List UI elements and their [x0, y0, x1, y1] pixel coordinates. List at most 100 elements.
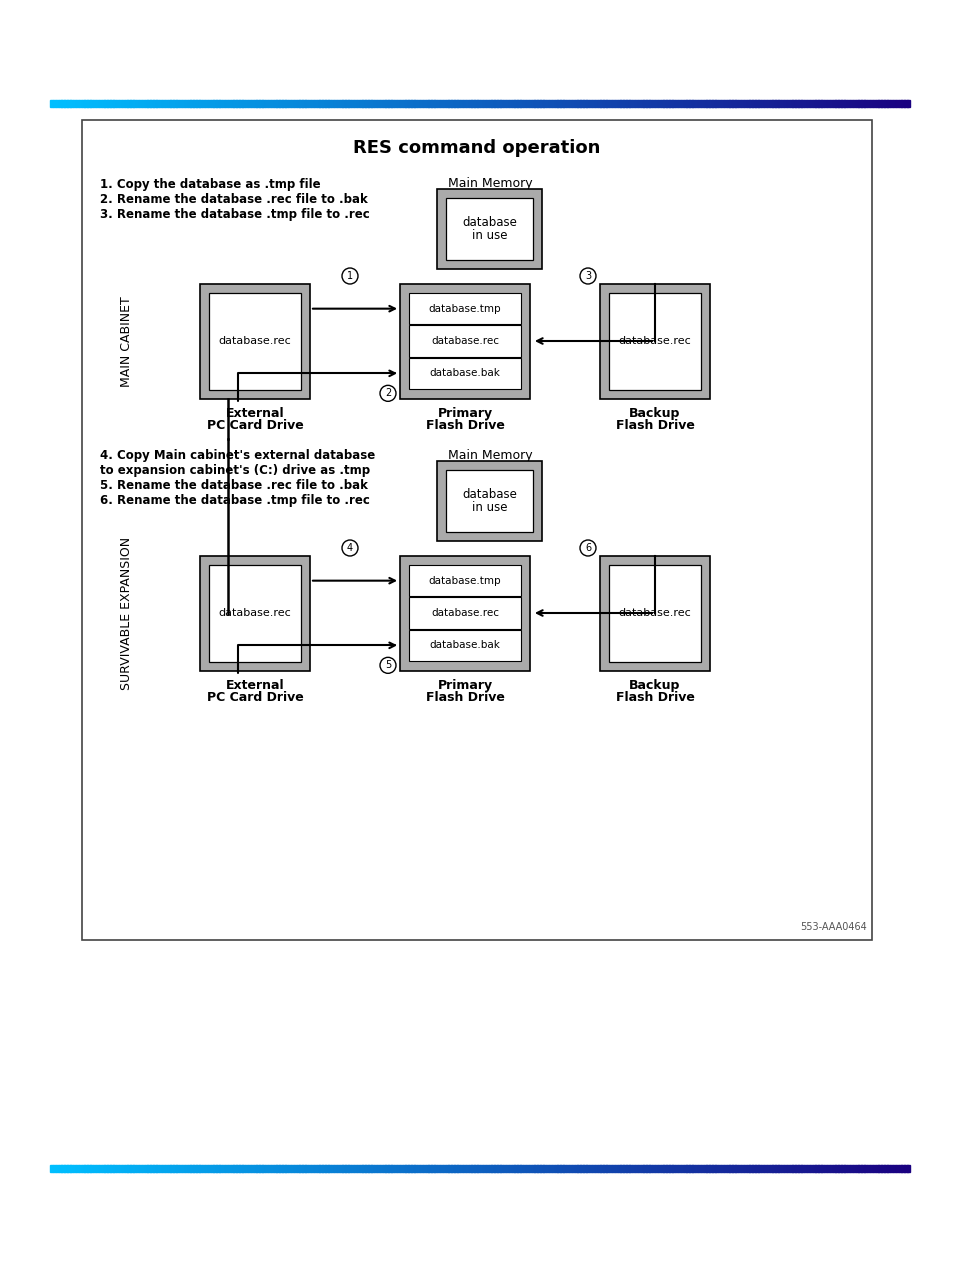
- Bar: [322, 100, 325, 107]
- Bar: [861, 100, 863, 107]
- Bar: [351, 100, 354, 107]
- Bar: [818, 1165, 821, 1172]
- Bar: [772, 1165, 775, 1172]
- Bar: [111, 100, 113, 107]
- Bar: [637, 100, 640, 107]
- Bar: [789, 100, 792, 107]
- Bar: [188, 100, 191, 107]
- Bar: [628, 100, 632, 107]
- Bar: [67, 100, 71, 107]
- Bar: [803, 1165, 806, 1172]
- Text: Primary: Primary: [437, 679, 492, 692]
- Bar: [213, 100, 216, 107]
- Bar: [855, 100, 858, 107]
- Bar: [191, 100, 193, 107]
- Bar: [841, 100, 843, 107]
- Bar: [766, 100, 769, 107]
- Bar: [881, 100, 883, 107]
- Bar: [228, 100, 231, 107]
- Text: MAIN CABINET: MAIN CABINET: [120, 296, 133, 387]
- Bar: [385, 100, 389, 107]
- Bar: [368, 1165, 371, 1172]
- Bar: [743, 1165, 746, 1172]
- Bar: [858, 1165, 861, 1172]
- Bar: [539, 1165, 543, 1172]
- Bar: [502, 1165, 506, 1172]
- Bar: [125, 100, 128, 107]
- Bar: [718, 100, 720, 107]
- Text: Flash Drive: Flash Drive: [425, 418, 504, 432]
- Bar: [171, 1165, 173, 1172]
- Bar: [145, 1165, 148, 1172]
- Bar: [422, 1165, 426, 1172]
- Bar: [752, 100, 755, 107]
- Bar: [185, 100, 188, 107]
- Bar: [211, 100, 213, 107]
- Bar: [505, 1165, 509, 1172]
- Bar: [213, 1165, 216, 1172]
- Bar: [698, 100, 700, 107]
- Bar: [200, 556, 310, 672]
- Bar: [715, 1165, 718, 1172]
- Bar: [651, 1165, 655, 1172]
- Bar: [497, 1165, 500, 1172]
- Bar: [829, 1165, 832, 1172]
- Bar: [70, 1165, 73, 1172]
- Bar: [866, 100, 869, 107]
- Bar: [156, 1165, 159, 1172]
- Bar: [82, 120, 871, 940]
- Bar: [585, 100, 589, 107]
- Bar: [239, 1165, 242, 1172]
- Bar: [545, 1165, 549, 1172]
- Bar: [608, 565, 700, 661]
- Bar: [775, 1165, 778, 1172]
- Bar: [611, 100, 615, 107]
- Bar: [325, 1165, 328, 1172]
- Bar: [786, 1165, 789, 1172]
- Bar: [122, 1165, 125, 1172]
- Bar: [101, 1165, 105, 1172]
- Bar: [253, 1165, 256, 1172]
- Bar: [519, 100, 523, 107]
- Bar: [216, 1165, 219, 1172]
- Bar: [482, 100, 486, 107]
- Bar: [368, 100, 371, 107]
- Bar: [594, 1165, 598, 1172]
- Bar: [314, 100, 316, 107]
- Bar: [712, 100, 715, 107]
- Bar: [883, 100, 886, 107]
- Bar: [471, 100, 475, 107]
- Bar: [849, 1165, 852, 1172]
- Bar: [542, 100, 546, 107]
- Bar: [228, 1165, 231, 1172]
- Bar: [835, 100, 838, 107]
- Bar: [136, 1165, 139, 1172]
- Bar: [792, 1165, 795, 1172]
- Bar: [755, 1165, 758, 1172]
- Bar: [196, 1165, 199, 1172]
- Bar: [671, 1165, 675, 1172]
- Bar: [685, 1165, 689, 1172]
- Bar: [772, 100, 775, 107]
- Bar: [265, 1165, 268, 1172]
- Bar: [202, 100, 205, 107]
- Bar: [459, 1165, 463, 1172]
- Bar: [537, 100, 540, 107]
- Bar: [336, 1165, 339, 1172]
- Bar: [168, 1165, 171, 1172]
- Bar: [176, 1165, 179, 1172]
- Bar: [116, 1165, 119, 1172]
- Bar: [826, 100, 829, 107]
- Bar: [55, 1165, 59, 1172]
- Bar: [58, 100, 62, 107]
- Bar: [815, 100, 818, 107]
- Bar: [740, 1165, 743, 1172]
- Text: database.rec: database.rec: [431, 336, 498, 346]
- Bar: [173, 100, 176, 107]
- Circle shape: [379, 385, 395, 402]
- Bar: [308, 100, 311, 107]
- Bar: [505, 100, 509, 107]
- Bar: [674, 1165, 678, 1172]
- Bar: [634, 100, 638, 107]
- Bar: [113, 1165, 116, 1172]
